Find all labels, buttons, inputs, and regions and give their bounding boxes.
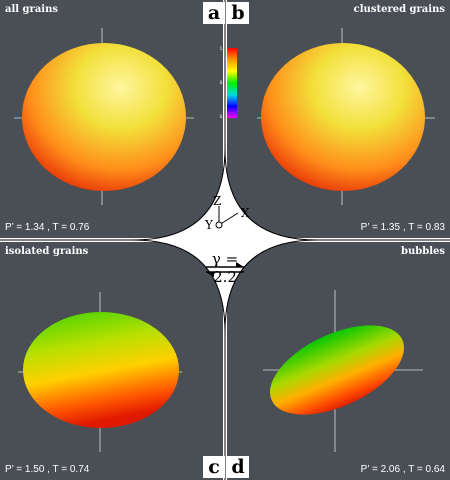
panel-stats: P’ = 2.06 , T = 0.64 — [360, 464, 445, 475]
panel-title: clustered grains — [353, 4, 445, 15]
ellipsoid-bubbles — [263, 290, 423, 452]
panel-letter-a: a — [203, 2, 225, 24]
panel-title: bubbles — [400, 246, 445, 257]
panel-all-grains: all grains P’ = 1.34 , T = 0.76 — [0, 0, 223, 238]
panel-title: isolated grains — [5, 246, 89, 257]
shear-strain-label: γ = 2.2 — [211, 250, 239, 286]
panel-clustered-grains: clustered grains P’ = 1.35 , T = 0.83 — [227, 0, 450, 238]
axis-x-label: X — [241, 206, 250, 220]
panel-letter-c: c — [203, 456, 225, 478]
panel-stats: P’ = 1.35 , T = 0.83 — [360, 222, 445, 233]
ellipsoid-clustered-grains — [257, 28, 435, 205]
panel-letter-b: b — [227, 2, 249, 24]
panel-stats: P’ = 1.50 , T = 0.74 — [5, 464, 90, 475]
color-scale-bar — [227, 48, 237, 118]
color-tick: 0.5 — [219, 80, 226, 85]
ellipsoid-all-grains — [14, 28, 194, 205]
panel-isolated-grains: isolated grains P’ = 1.50 , T = 0.74 — [0, 242, 223, 480]
panel-bubbles: bubbles P’ = 2.06 , T = 0.64 — [227, 242, 450, 480]
axis-y-label: Y — [205, 218, 213, 232]
ellipsoid-isolated-grains — [18, 292, 182, 452]
color-tick: 0.0 — [219, 114, 226, 119]
color-tick: 1.0 — [219, 46, 226, 51]
axis-z-label: Z — [213, 194, 222, 208]
panel-stats: P’ = 1.34 , T = 0.76 — [5, 222, 90, 233]
panel-letter-d: d — [227, 456, 249, 478]
panel-title: all grains — [5, 4, 58, 15]
color-scale-ticks: 1.0 0.5 0.0 — [214, 46, 226, 120]
